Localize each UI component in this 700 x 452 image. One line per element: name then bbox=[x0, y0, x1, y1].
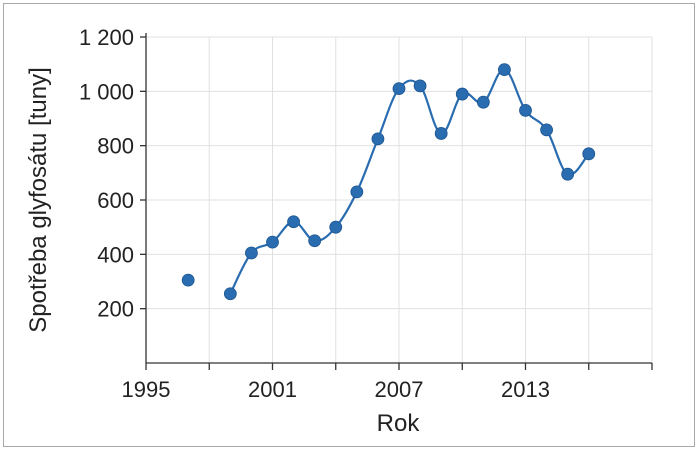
x-tick-label: 2013 bbox=[501, 377, 550, 402]
data-point bbox=[266, 235, 279, 249]
data-point bbox=[287, 215, 300, 229]
data-point bbox=[350, 185, 364, 199]
data-point bbox=[582, 147, 596, 161]
data-point bbox=[519, 103, 532, 117]
data-point bbox=[476, 95, 490, 109]
series-line-layer bbox=[229, 68, 590, 295]
data-point bbox=[455, 87, 469, 101]
data-point bbox=[498, 63, 511, 76]
data-point bbox=[308, 234, 322, 248]
series-line bbox=[229, 68, 590, 295]
x-tick-label: 2007 bbox=[375, 377, 424, 402]
data-point bbox=[223, 287, 237, 301]
data-point bbox=[329, 220, 343, 234]
chart-frame bbox=[3, 3, 695, 447]
y-tick-label: 200 bbox=[97, 297, 134, 322]
data-point bbox=[434, 127, 448, 140]
y-tick-label: 400 bbox=[97, 242, 134, 267]
grid bbox=[146, 36, 653, 363]
y-tick-label: 1 200 bbox=[79, 25, 134, 50]
data-point bbox=[413, 79, 427, 93]
x-tick-label: 2001 bbox=[248, 377, 297, 402]
x-tick-label: 1995 bbox=[122, 377, 171, 402]
x-axis-title: Rok bbox=[377, 410, 421, 437]
data-point bbox=[181, 273, 195, 287]
data-point bbox=[371, 132, 385, 146]
data-point bbox=[540, 123, 553, 137]
y-tick-label: 600 bbox=[97, 188, 134, 213]
data-point bbox=[392, 82, 406, 96]
y-tick-label: 1 000 bbox=[79, 79, 134, 104]
data-point bbox=[245, 246, 258, 260]
series-points-layer bbox=[181, 63, 596, 301]
data-point bbox=[561, 167, 575, 181]
axes: 1995 2001 2007 2013 200 400 600 800 1 000 1 200 bbox=[79, 25, 653, 402]
y-axis-title: Spotřeba glyfosátu [tuny] bbox=[25, 67, 52, 333]
y-tick-label: 800 bbox=[97, 134, 134, 159]
